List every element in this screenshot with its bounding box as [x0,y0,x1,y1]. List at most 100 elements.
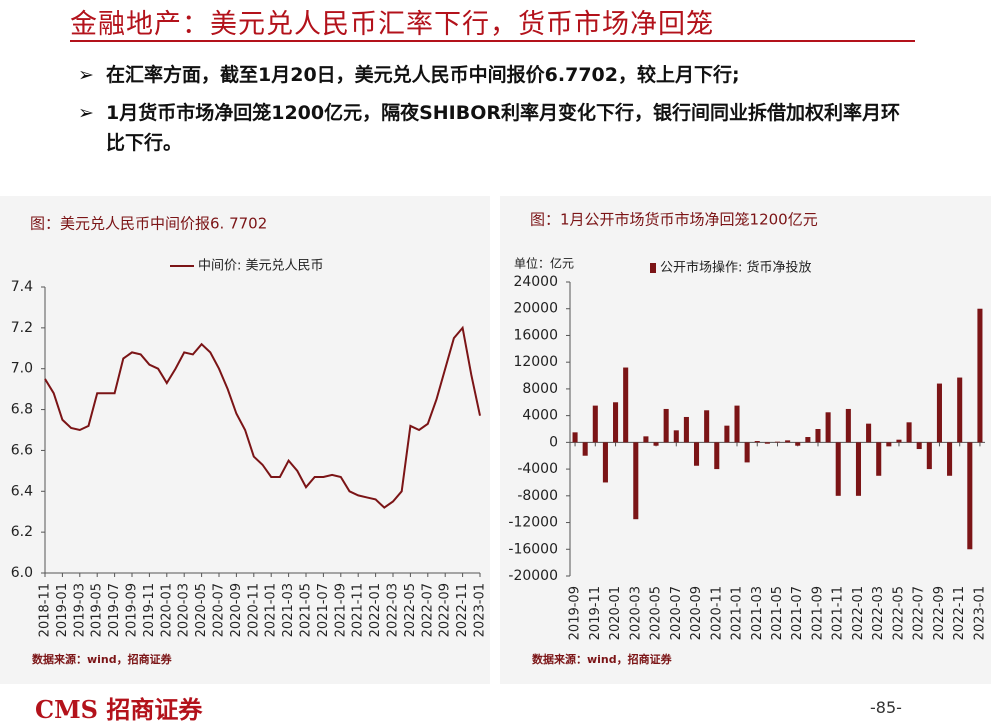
x-tick-label: 2022-09 [932,586,947,640]
x-tick-label: 2019-05 [90,583,105,637]
y-tick-label: 4000 [522,408,558,424]
y-tick-label: 20000 [513,301,558,317]
line [44,325,481,509]
x-tick-label: 2021-09 [333,583,348,637]
source: 数据来源：wind，招商证券 [532,652,673,666]
bar [724,425,730,443]
bar [785,440,791,443]
x-tick-label: 2022-03 [871,586,886,640]
bullet-text: 1月货币市场净回笼1200亿元，隔夜SHIBOR利率月变化下行，银行间同业拆借加… [106,102,901,154]
y-tick-label: 7.2 [11,320,33,336]
y-tick-label: 6.0 [11,565,33,581]
bar [653,442,659,446]
x-tick-label: 2023-01 [473,583,488,637]
chart-title: 图：美元兑人民币中间价报6. 7702 [30,215,267,233]
x-tick-label: 2019-09 [568,586,583,640]
bar [916,442,922,450]
bar [967,442,973,550]
x-tick-label: 2020-11 [709,586,724,640]
bullet: ➢ 1月货币市场净回笼1200亿元，隔夜SHIBOR利率月变化下行，银行间同业拆借… [78,98,908,158]
legend-swatch [650,263,656,273]
x-tick-label: 2021-11 [351,583,366,637]
page-number: -85- [870,698,902,717]
x-tick-label: 2022-11 [455,583,470,637]
bar [906,422,912,443]
unit-label: 单位：亿元 [514,256,574,271]
x-tick-label: 2020-11 [246,583,261,637]
x-tick-label: 2019-01 [55,583,70,637]
y-tick-label: -16000 [508,541,558,557]
x-tick-label: 2019-11 [588,586,603,640]
bullet-marker: ➢ [78,64,94,86]
bar [683,416,689,443]
bar [774,441,781,443]
source: 数据来源：wind，招商证券 [32,652,173,666]
bar [977,308,983,443]
bar [795,442,801,446]
x-tick-label: 2022-07 [912,586,927,640]
bar [896,439,902,443]
bar [764,442,770,444]
x-tick-label: 2021-03 [750,586,765,640]
y-tick-label: 7.4 [11,279,33,295]
bar [602,442,608,483]
bar [744,442,750,463]
y-tick-label: 6.4 [11,483,33,499]
y-tick-label: 6.8 [11,402,33,418]
x-tick-label: 2020-01 [608,586,623,640]
bar [926,442,932,470]
x-tick-label: 2022-09 [438,583,453,637]
x-tick-label: 2019-11 [142,583,157,637]
x-tick-label: 2022-01 [368,583,383,637]
y-tick-label: 8000 [522,381,558,397]
x-tick-label: 2021-05 [770,586,785,640]
bar [613,402,619,443]
legend-label: 中间价: 美元兑人民币 [198,259,324,274]
x-tick-label: 2018-11 [38,583,53,637]
y-tick-label: -12000 [508,515,558,531]
bar [845,408,851,443]
y-tick-label: 7.0 [11,361,33,377]
bar [835,442,841,496]
x-tick-label: 2020-07 [212,583,227,637]
bar [673,430,679,443]
x-tick-label: 2020-05 [649,586,664,640]
x-tick-label: 2022-07 [420,583,435,637]
chart-title: 图：1月公开市场货币市场净回笼1200亿元 [530,211,818,229]
x-tick-label: 2020-09 [689,586,704,640]
bullet-marker: ➢ [78,102,94,124]
y-tick-label: 12000 [513,354,558,370]
x-tick-label: 2020-07 [669,586,684,640]
bar [947,442,953,476]
x-tick-label: 2019-09 [125,583,140,637]
x-tick-label: 2021-03 [281,583,296,637]
bar [855,442,862,496]
x-tick-label: 2021-07 [790,586,805,640]
bar [876,442,882,476]
x-tick-label: 2022-05 [403,583,418,637]
x-tick-label: 2021-01 [730,586,745,640]
bar [572,432,578,443]
logo: CMS 招商证券 [35,695,203,724]
bar [734,405,740,443]
x-tick-label: 2023-01 [972,586,987,640]
title-rule [70,40,915,42]
y-tick-label: -20000 [508,568,558,584]
y-tick-label: 6.6 [11,442,33,458]
x-tick-label: 2021-09 [810,586,825,640]
x-tick-label: 2022-11 [952,586,967,640]
y-tick-label: 16000 [513,327,558,343]
x-tick-label: 2022-05 [891,586,906,640]
y-tick-label: 24000 [513,274,558,290]
x-tick-label: 2019-07 [107,583,122,637]
x-tick-label: 2020-09 [229,583,244,637]
bar [704,410,710,443]
y-tick-label: -8000 [517,488,558,504]
x-tick-label: 2022-03 [386,583,401,637]
x-tick-label: 2021-05 [299,583,314,637]
bar [582,442,588,456]
x-tick-label: 2021-11 [831,586,846,640]
bar [936,383,942,443]
x-tick-label: 2020-01 [159,583,174,637]
bar [866,423,872,443]
